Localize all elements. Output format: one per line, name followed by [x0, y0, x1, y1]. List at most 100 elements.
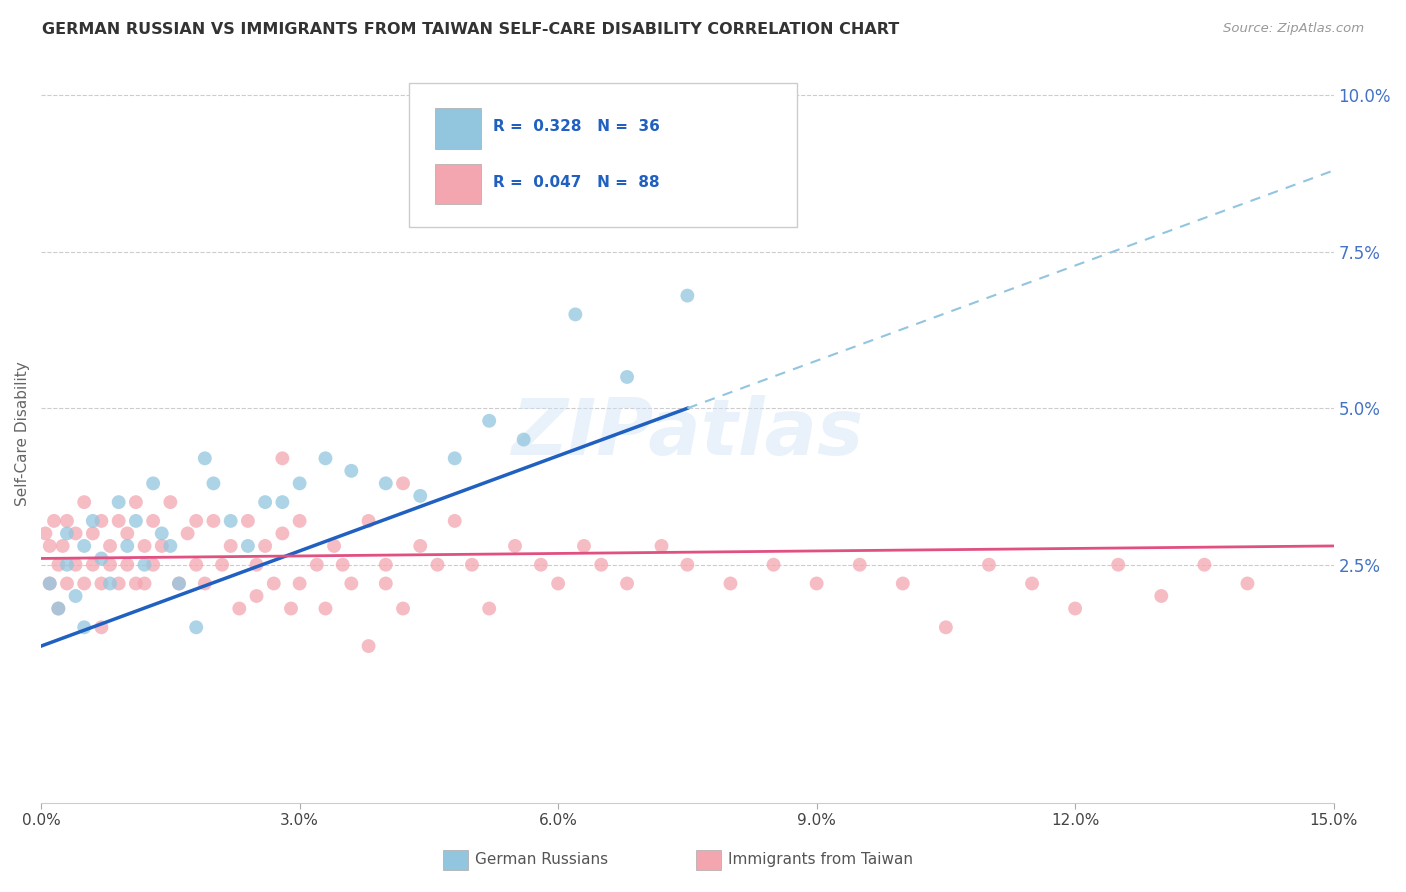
Point	[1236, 576, 1258, 591]
Point	[340, 464, 363, 478]
Point	[288, 476, 311, 491]
Point	[271, 451, 294, 466]
Point	[159, 539, 181, 553]
Point	[374, 576, 396, 591]
Point	[1150, 589, 1173, 603]
Point	[107, 576, 129, 591]
FancyBboxPatch shape	[409, 83, 797, 227]
Point	[46, 558, 69, 572]
Point	[117, 526, 139, 541]
Point	[271, 495, 294, 509]
Point	[228, 601, 250, 615]
Point	[125, 514, 148, 528]
Point	[73, 576, 96, 591]
Point	[82, 514, 104, 528]
Point	[82, 526, 104, 541]
Point	[762, 558, 785, 572]
Point	[46, 601, 69, 615]
Point	[461, 558, 484, 572]
Point	[167, 576, 190, 591]
Point	[46, 601, 69, 615]
Text: ZIPatlas: ZIPatlas	[512, 395, 863, 471]
Point	[280, 601, 302, 615]
Text: R =  0.328   N =  36: R = 0.328 N = 36	[494, 120, 661, 135]
Point	[65, 558, 87, 572]
Point	[1021, 576, 1043, 591]
Point	[572, 539, 595, 553]
Point	[1107, 558, 1129, 572]
Point	[547, 576, 569, 591]
Text: German Russians: German Russians	[475, 853, 609, 867]
Point	[186, 514, 208, 528]
Point	[38, 539, 60, 553]
Point	[263, 576, 285, 591]
Point	[357, 514, 380, 528]
Point	[73, 620, 96, 634]
Point	[323, 539, 346, 553]
Point	[107, 514, 129, 528]
Point	[219, 514, 242, 528]
Point	[56, 526, 79, 541]
Point	[98, 558, 121, 572]
Point	[340, 576, 363, 591]
Point	[159, 495, 181, 509]
Point	[90, 576, 112, 591]
Point	[194, 451, 217, 466]
Point	[651, 539, 673, 553]
Point	[90, 551, 112, 566]
Point	[134, 539, 156, 553]
Point	[288, 576, 311, 591]
Point	[117, 539, 139, 553]
Point	[676, 558, 699, 572]
Point	[392, 601, 415, 615]
Point	[90, 620, 112, 634]
Point	[616, 370, 638, 384]
Point	[125, 576, 148, 591]
Point	[142, 558, 165, 572]
Point	[443, 514, 465, 528]
Text: R =  0.047   N =  88: R = 0.047 N = 88	[494, 175, 661, 190]
Point	[478, 414, 501, 428]
Point	[82, 558, 104, 572]
Point	[720, 576, 742, 591]
Text: GERMAN RUSSIAN VS IMMIGRANTS FROM TAIWAN SELF-CARE DISABILITY CORRELATION CHART: GERMAN RUSSIAN VS IMMIGRANTS FROM TAIWAN…	[42, 22, 900, 37]
Point	[117, 558, 139, 572]
Point	[530, 558, 553, 572]
Point	[426, 558, 449, 572]
Point	[142, 476, 165, 491]
Point	[676, 288, 699, 302]
Point	[211, 558, 233, 572]
Point	[314, 601, 336, 615]
Point	[245, 558, 267, 572]
Point	[65, 589, 87, 603]
Point	[935, 620, 957, 634]
Point	[616, 576, 638, 591]
Point	[314, 451, 336, 466]
Bar	[436, 164, 481, 204]
Point	[332, 558, 354, 572]
Point	[503, 539, 526, 553]
Point	[107, 495, 129, 509]
Point	[305, 558, 328, 572]
Point	[186, 558, 208, 572]
Point	[409, 539, 432, 553]
Point	[150, 539, 173, 553]
Point	[1194, 558, 1216, 572]
Point	[891, 576, 914, 591]
Point	[194, 576, 217, 591]
Point	[591, 558, 613, 572]
Point	[150, 526, 173, 541]
Point	[125, 495, 148, 509]
Bar	[436, 108, 481, 149]
Point	[245, 589, 267, 603]
Point	[38, 576, 60, 591]
Point	[34, 526, 56, 541]
Point	[38, 576, 60, 591]
Point	[806, 576, 828, 591]
Point	[848, 558, 870, 572]
Point	[98, 539, 121, 553]
Point	[167, 576, 190, 591]
Point	[98, 576, 121, 591]
Point	[236, 539, 259, 553]
Point	[219, 539, 242, 553]
